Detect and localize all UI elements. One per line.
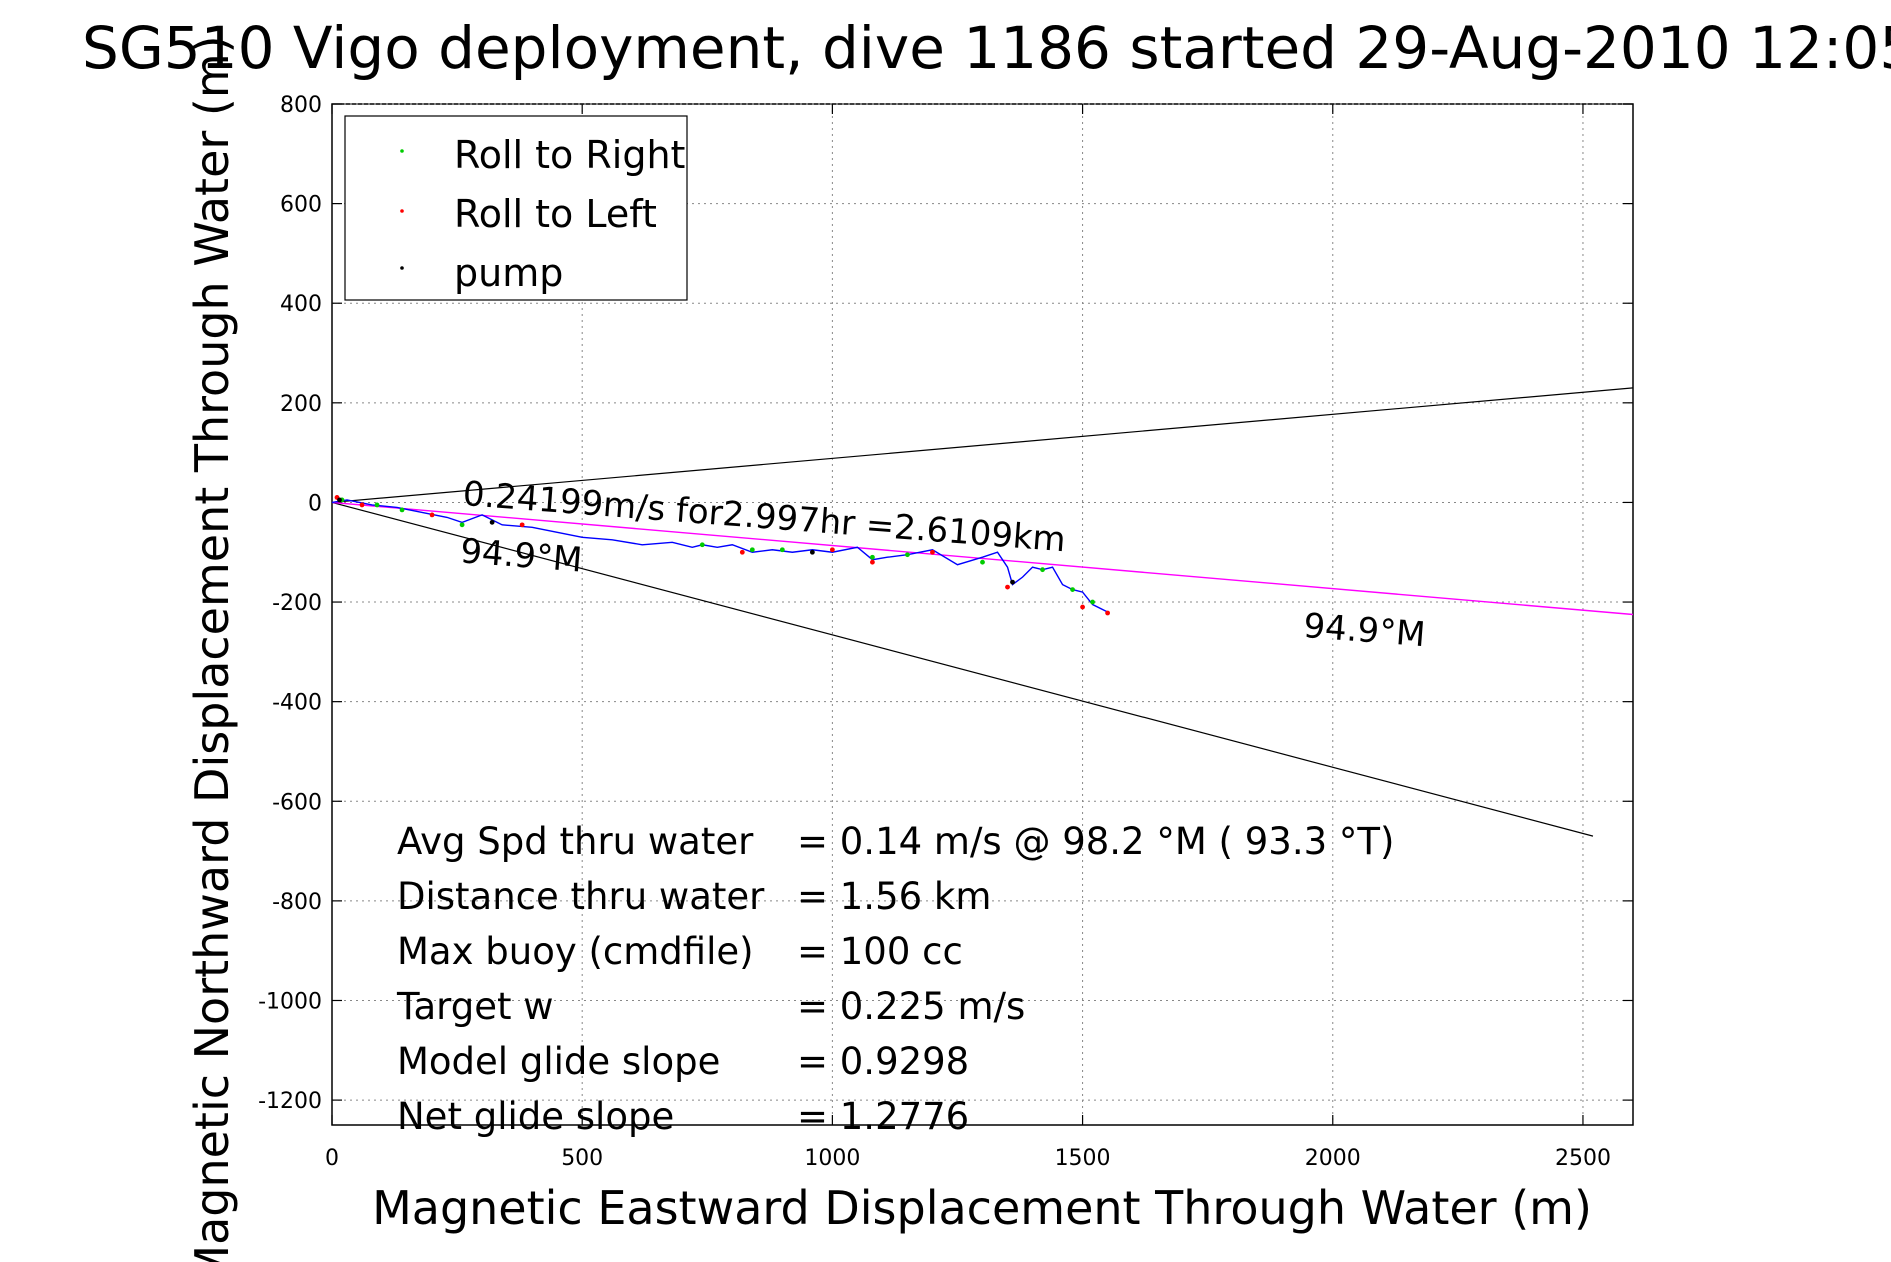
legend-marker-roll-left	[400, 209, 404, 213]
stat-label-net-glide: Net glide slope	[397, 1095, 674, 1138]
stats-block: Avg Spd thru water = 0.14 m/s @ 98.2 °M …	[396, 820, 1394, 1138]
x-tick-label: 1500	[1055, 1146, 1111, 1171]
annotation-label: 94.9°M	[1302, 606, 1427, 655]
dive-track-line	[331, 499, 1108, 613]
pump-point	[337, 497, 342, 503]
y-tick-label: -600	[272, 790, 322, 815]
roll-right-point	[905, 552, 910, 558]
roll-left-point	[829, 547, 835, 553]
x-axis-label: Magnetic Eastward Displacement Through W…	[372, 1181, 1592, 1235]
legend-label-pump: pump	[454, 251, 563, 295]
roll-left-point	[1005, 584, 1010, 590]
grid-lines	[332, 103, 1633, 1125]
y-tick-label: -800	[272, 890, 322, 915]
stat-value-avg-speed: = 0.14 m/s @ 98.2 °M ( 93.3 °T)	[797, 820, 1394, 863]
stat-label-distance: Distance thru water	[397, 875, 765, 918]
pump-point	[489, 519, 495, 525]
y-tick-label: -400	[272, 691, 322, 716]
y-tick-label: -200	[272, 591, 322, 616]
roll-right-point	[399, 507, 405, 513]
stat-label-avg-speed: Avg Spd thru water	[397, 820, 754, 863]
roll-right-point	[749, 547, 755, 553]
legend-label-roll-right: Roll to Right	[454, 133, 685, 177]
legend: Roll to Right Roll to Left pump	[344, 115, 688, 301]
roll-left-point	[429, 512, 435, 518]
roll-right-point	[1090, 599, 1095, 605]
legend-marker-pump	[400, 266, 404, 270]
cone-upper-line	[331, 387, 1634, 504]
roll-right-point	[779, 547, 785, 553]
x-tick-label: 500	[561, 1146, 603, 1171]
roll-right-point	[374, 502, 380, 508]
stat-value-model-glide: = 0.9298	[797, 1040, 969, 1083]
marker-layer	[334, 495, 1110, 616]
axis-ticks: 0 500 1000 1500 2000 25008006004002000-200-40…	[258, 93, 1633, 1171]
roll-left-point	[739, 549, 745, 555]
pump-point	[1010, 579, 1015, 585]
cone-lower-line	[331, 501, 1594, 837]
legend-label-roll-left: Roll to Left	[454, 192, 657, 236]
pump-point	[809, 549, 815, 555]
y-tick-label: 800	[280, 93, 322, 118]
y-tick-label: 400	[280, 292, 322, 317]
y-tick-label: -1200	[258, 1089, 322, 1114]
roll-left-point	[870, 559, 875, 565]
roll-left-point	[519, 522, 525, 528]
roll-left-point	[1105, 610, 1110, 616]
stat-value-target-w: = 0.225 m/s	[797, 985, 1025, 1028]
stat-label-max-buoy: Max buoy (cmdfile)	[397, 930, 754, 973]
stat-label-model-glide: Model glide slope	[397, 1040, 720, 1083]
roll-right-point	[459, 522, 465, 528]
y-tick-label: 200	[280, 392, 322, 417]
roll-left-point	[359, 502, 365, 508]
x-tick-label: 1000	[804, 1146, 860, 1171]
y-tick-label: 0	[308, 491, 322, 516]
stat-value-net-glide: = 1.2776	[797, 1095, 969, 1138]
stat-value-max-buoy: = 100 cc	[797, 930, 963, 973]
chart-title: SG510 Vigo deployment, dive 1186 started…	[82, 14, 1891, 82]
y-tick-label: 600	[280, 193, 322, 218]
legend-marker-roll-right	[400, 149, 404, 153]
roll-right-point	[699, 542, 705, 548]
x-tick-label: 2000	[1305, 1146, 1361, 1171]
x-tick-label: 0	[325, 1146, 339, 1171]
stat-label-target-w: Target w	[396, 985, 554, 1028]
roll-right-point	[1040, 567, 1045, 573]
stat-value-distance: = 1.56 km	[797, 875, 991, 918]
roll-right-point	[1070, 587, 1075, 592]
roll-right-point	[980, 559, 985, 565]
track-layer	[331, 499, 1108, 613]
y-axis-label: Magnetic Northward Displacement Through …	[185, 35, 239, 1262]
roll-left-point	[930, 549, 935, 555]
roll-left-point	[1080, 604, 1085, 610]
reference-lines	[331, 387, 1634, 837]
x-tick-label: 2500	[1555, 1146, 1611, 1171]
projection-line	[331, 501, 1634, 616]
y-tick-label: -1000	[258, 989, 322, 1014]
roll-right-point	[870, 554, 875, 560]
annotation-label: 94.9°M	[459, 531, 584, 580]
